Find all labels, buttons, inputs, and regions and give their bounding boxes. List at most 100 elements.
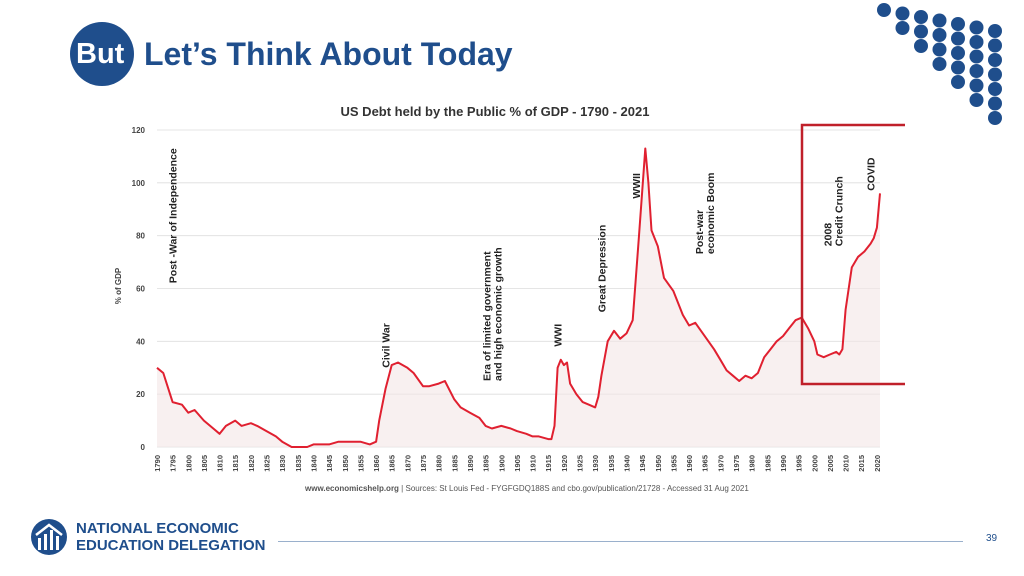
dot-23 <box>969 78 984 93</box>
annotation-label: economic Boom <box>705 172 717 254</box>
annotation-label: Great Depression <box>596 225 608 313</box>
annotation-label: COVID <box>866 157 878 191</box>
x-tick-label: 1905 <box>513 455 522 472</box>
chart-source: www.economicshelp.org | Sources: St Loui… <box>304 484 749 493</box>
dot-0 <box>877 3 891 17</box>
x-tick-label: 2005 <box>826 455 835 472</box>
slide-title: But Let’s Think About Today <box>70 22 513 86</box>
dot-24 <box>988 82 1002 96</box>
dot-5 <box>969 20 984 35</box>
x-tick-label: 1830 <box>278 455 287 472</box>
recent-period-highlight-box <box>800 123 905 386</box>
source-text: | Sources: St Louis Fed - FYGFGDQ188S an… <box>399 484 749 493</box>
x-tick-label: 1980 <box>748 455 757 472</box>
source-site: www.economicshelp.org <box>304 484 399 493</box>
x-tick-label: 1885 <box>450 455 459 472</box>
x-tick-label: 1945 <box>638 455 647 472</box>
annotation-label: Credit Crunch <box>834 176 846 246</box>
event-annotations: Post -War of Independence Civil War Era of… <box>168 148 878 381</box>
x-tick-label: 1920 <box>560 455 569 472</box>
dot-20 <box>969 64 984 78</box>
x-tick-label: 1880 <box>435 455 444 472</box>
x-tick-label: 1875 <box>419 455 428 472</box>
annotation-label: Era of limited government <box>481 251 493 381</box>
dot-2 <box>914 10 928 24</box>
debt-line <box>156 147 881 448</box>
logo-icon <box>31 519 67 555</box>
y-tick-label: 120 <box>132 126 146 135</box>
x-tick-label: 1820 <box>247 455 256 472</box>
y-tick-label: 40 <box>136 337 145 346</box>
y-axis-label: % of GDP <box>114 267 123 304</box>
chart-title: US Debt held by the Public % of GDP - 17… <box>341 104 650 119</box>
dot-27 <box>988 111 1002 125</box>
x-tick-label: 1890 <box>466 455 475 472</box>
y-tick-label: 0 <box>141 443 146 452</box>
x-tick-label: 1845 <box>325 455 334 472</box>
x-tick-label: 1835 <box>294 455 303 472</box>
annotation-label: Civil War <box>380 323 392 368</box>
x-tick-label: 1985 <box>763 455 772 472</box>
x-tick-label: 1850 <box>341 455 350 472</box>
x-tick-label: 1815 <box>231 455 240 472</box>
x-axis-ticks: 1790 1795 1800 1805 1810 1815 1820 1825 1830 1835… <box>153 455 882 472</box>
dot-19 <box>951 60 965 75</box>
x-tick-label: 1990 <box>779 455 788 472</box>
annotation-label: 2008 <box>823 223 835 247</box>
x-tick-label: 1915 <box>544 455 553 472</box>
dot-1 <box>895 6 910 21</box>
nede-logo: NATIONAL ECONOMIC EDUCATION DELEGATION <box>30 518 265 556</box>
debt-area <box>156 147 881 448</box>
x-tick-label: 1950 <box>654 455 663 472</box>
x-tick-label: 2020 <box>873 455 882 472</box>
x-tick-label: 1965 <box>701 455 710 472</box>
x-tick-label: 2000 <box>810 455 819 472</box>
logo-line-1: NATIONAL ECONOMIC <box>76 520 239 537</box>
title-prefix-badge: But <box>70 22 134 86</box>
x-tick-label: 1995 <box>795 455 804 472</box>
x-tick-label: 1895 <box>482 455 491 472</box>
x-tick-label: 1840 <box>309 455 318 472</box>
footer-divider <box>278 541 963 542</box>
x-tick-label: 1930 <box>591 455 600 472</box>
debt-area-fill <box>157 148 880 447</box>
dot-10 <box>951 31 965 46</box>
x-tick-label: 1855 <box>356 455 365 472</box>
title-text: Let’s Think About Today <box>144 35 513 72</box>
x-tick-label: 1825 <box>263 455 272 472</box>
y-tick-label: 20 <box>136 390 145 399</box>
x-tick-label: 1910 <box>529 455 538 472</box>
y-tick-label: 100 <box>132 179 146 188</box>
x-tick-label: 2015 <box>857 455 866 472</box>
x-tick-label: 1970 <box>716 455 725 472</box>
annotation-label: Post -War of Independence <box>168 148 180 283</box>
dot-16 <box>969 49 984 64</box>
y-tick-label: 80 <box>136 232 145 241</box>
x-tick-label: 1900 <box>497 455 506 472</box>
dot-8 <box>914 24 928 39</box>
logo-line-2: EDUCATION DELEGATION <box>76 537 266 554</box>
dot-15 <box>951 46 965 60</box>
y-axis-ticks: 0 20 40 60 80 100 120 <box>132 126 146 452</box>
dot-6 <box>988 24 1002 38</box>
x-tick-label: 1975 <box>732 455 741 472</box>
annotation-label: Post-war <box>694 210 706 254</box>
dot-22 <box>951 75 965 89</box>
x-tick-label: 1805 <box>200 455 209 472</box>
page-number: 39 <box>986 533 998 544</box>
dot-14 <box>932 42 947 57</box>
x-tick-label: 1865 <box>388 455 397 472</box>
dot-21 <box>988 67 1002 82</box>
x-tick-label: 1940 <box>622 455 631 472</box>
x-tick-label: 1955 <box>669 455 678 472</box>
dot-3 <box>932 13 947 28</box>
x-tick-label: 2010 <box>842 455 851 472</box>
x-tick-label: 1935 <box>607 455 616 472</box>
dot-9 <box>932 28 947 42</box>
annotation-label: and high economic growth <box>492 247 504 381</box>
dot-25 <box>969 93 984 107</box>
y-tick-label: 60 <box>136 285 145 294</box>
x-tick-label: 1810 <box>216 455 225 472</box>
x-tick-label: 1960 <box>685 455 694 472</box>
annotation-label: WWII <box>631 173 643 199</box>
